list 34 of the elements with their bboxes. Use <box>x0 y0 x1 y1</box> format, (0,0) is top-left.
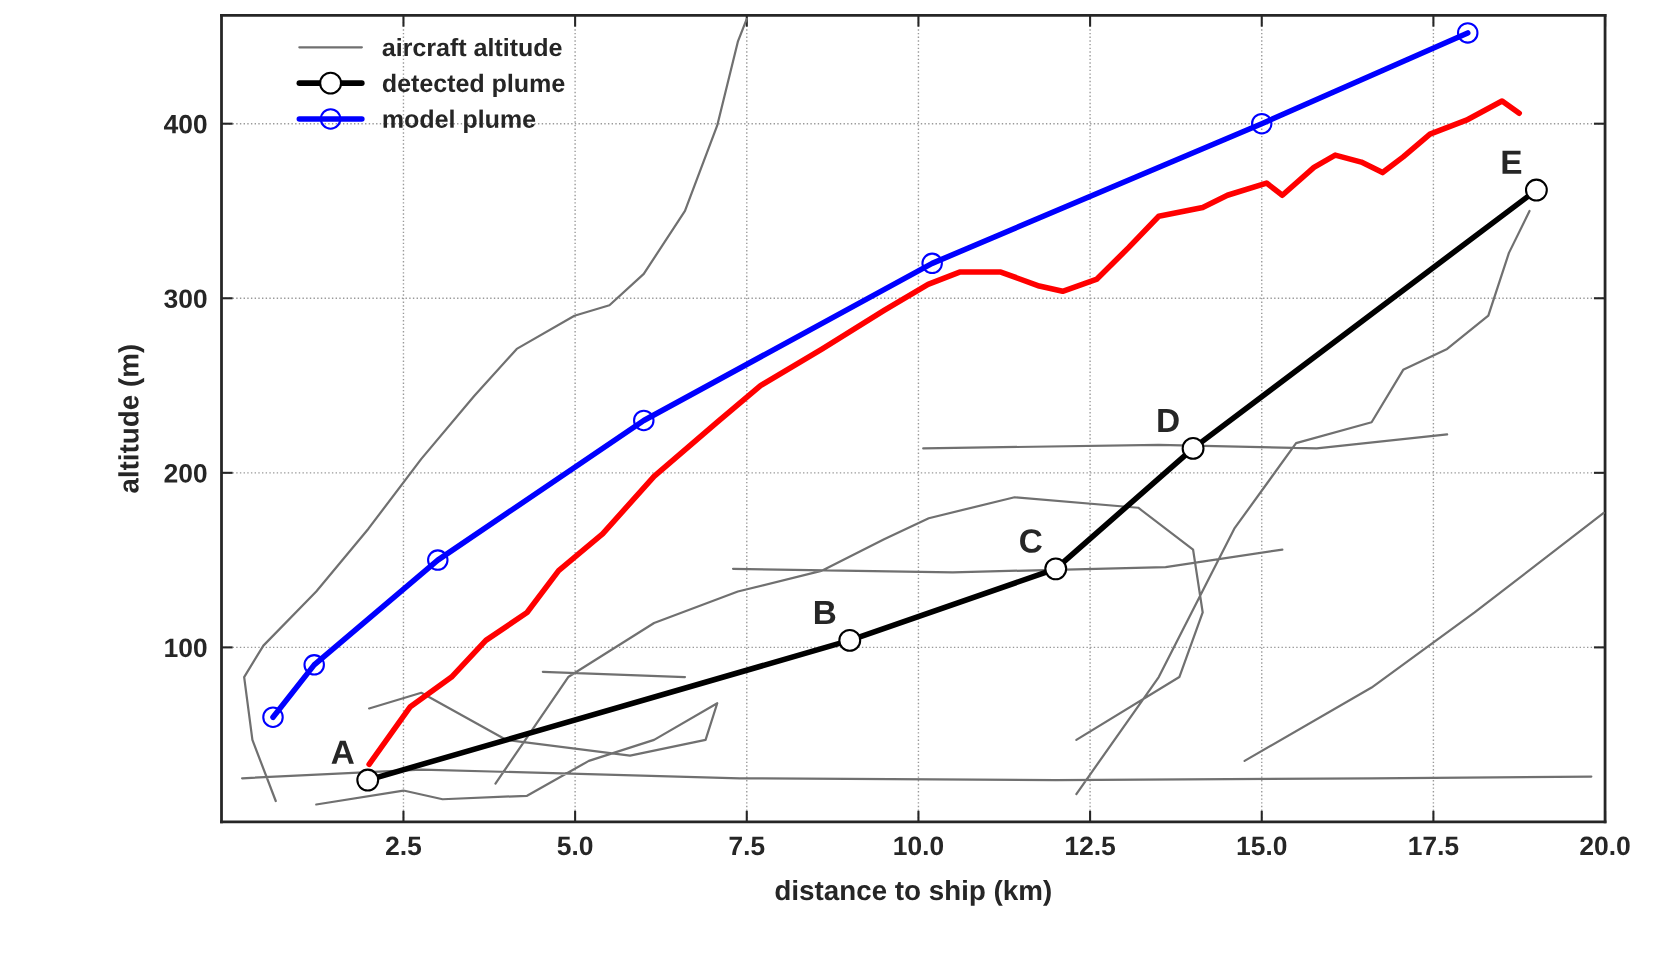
annotation: C <box>1020 529 1042 553</box>
x-tick-label: 2.5 <box>386 836 422 856</box>
annotation: A <box>331 740 354 764</box>
x-tick-label: 7.5 <box>729 836 765 856</box>
x-tick-label: 5.0 <box>557 836 593 856</box>
point <box>1524 178 1548 202</box>
point <box>633 409 655 432</box>
legend-label: aircraft altitude <box>382 37 562 57</box>
y-tick-label: 100 <box>165 638 207 658</box>
point <box>262 706 284 728</box>
point <box>1044 557 1068 581</box>
point <box>1456 22 1479 44</box>
x-axis-title: distance to ship (km) <box>775 879 1051 906</box>
y-tick-label: 200 <box>164 463 207 483</box>
annotation: E <box>1502 150 1522 174</box>
x-tick-label: 12.5 <box>1066 836 1116 856</box>
point <box>838 628 862 652</box>
point <box>921 252 943 275</box>
x-tick-label: 15.0 <box>1237 836 1287 856</box>
y-tick-label: 300 <box>164 289 207 309</box>
annotation: D <box>1158 409 1179 433</box>
point <box>1250 112 1273 135</box>
y-tick-label: 400 <box>163 114 207 134</box>
x-tick-label: 17.5 <box>1409 836 1459 856</box>
y-axis-title: altitude (m) <box>118 345 145 493</box>
point <box>1181 436 1205 460</box>
point <box>303 654 325 676</box>
legend-label: model plume <box>383 109 536 133</box>
annotation: B <box>814 601 836 625</box>
point <box>427 549 449 571</box>
x-tick-label: 20.0 <box>1580 836 1630 856</box>
legend-label: detected plume <box>382 73 565 98</box>
x-tick-label: 10.0 <box>894 836 944 856</box>
point <box>356 768 380 792</box>
